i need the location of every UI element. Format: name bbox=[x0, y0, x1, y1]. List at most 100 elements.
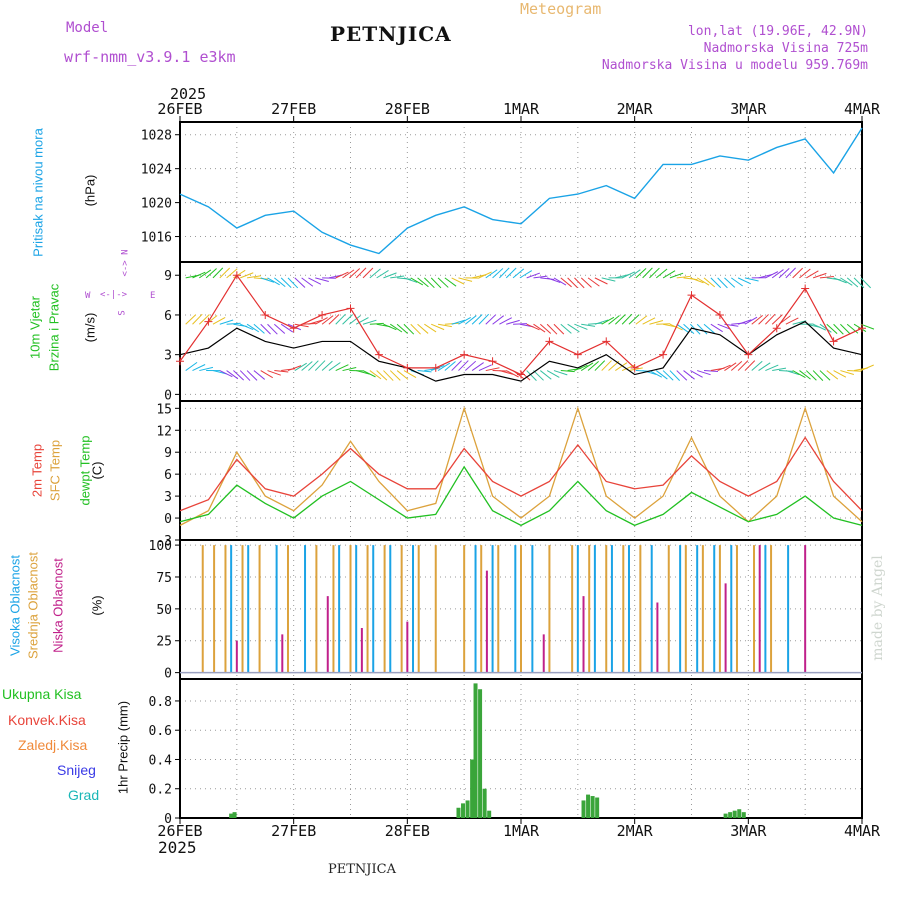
wind-arrow bbox=[574, 277, 585, 289]
wind-arrow bbox=[376, 270, 389, 279]
wind-arrow bbox=[792, 370, 806, 378]
wind-arrow bbox=[826, 370, 839, 380]
wind-arrow bbox=[280, 323, 294, 333]
wind-arrow bbox=[356, 370, 370, 375]
wind-arrow bbox=[526, 323, 540, 331]
wind-arrow bbox=[239, 370, 251, 381]
wind-arrow bbox=[751, 315, 763, 325]
wind-arrow bbox=[758, 314, 769, 325]
wind-arrow bbox=[321, 315, 334, 325]
wind-arrow bbox=[614, 314, 626, 325]
model-label: Model bbox=[66, 20, 109, 36]
wind-arrow bbox=[417, 323, 429, 334]
wind-arrow bbox=[260, 323, 271, 335]
y-tick-label: 0.4 bbox=[149, 753, 173, 768]
wind-arrow bbox=[546, 323, 558, 335]
wind-arrow bbox=[751, 360, 763, 371]
dewpt-temp-line bbox=[179, 465, 863, 527]
y-tick-label: 0 bbox=[164, 388, 172, 403]
wind-arrow bbox=[758, 273, 773, 279]
wind-gust-marker bbox=[431, 363, 440, 372]
wind-arrow bbox=[485, 269, 498, 279]
wind-arrow bbox=[226, 268, 238, 279]
wind-arrow bbox=[533, 275, 548, 279]
wind-arrow bbox=[437, 277, 449, 288]
wind-arrow bbox=[737, 360, 749, 371]
x-tick-label: 3MAR bbox=[730, 100, 767, 118]
wind-arrow bbox=[785, 317, 799, 325]
compass-rose: <-> N W <-|-> E S bbox=[80, 249, 160, 328]
2m-temp-line bbox=[179, 436, 863, 512]
wind-arrow bbox=[342, 314, 353, 325]
y-tick-label: 0.6 bbox=[149, 724, 172, 739]
wind-arrow bbox=[765, 313, 776, 325]
wind-arrow bbox=[655, 370, 668, 380]
precip-legend-hail: Grad bbox=[68, 787, 100, 803]
y-tick-label: 1020 bbox=[141, 197, 172, 212]
wind-arrow bbox=[819, 276, 834, 279]
wind-arrow bbox=[649, 320, 664, 325]
wind-arrow bbox=[676, 323, 689, 333]
wind-arrow bbox=[833, 370, 847, 378]
wind-arrow bbox=[840, 277, 853, 286]
y-tick-label: 6 bbox=[164, 468, 172, 483]
precip-bar bbox=[232, 812, 237, 818]
wind-arrow bbox=[833, 277, 847, 284]
wind-arrow bbox=[315, 277, 329, 282]
wind-arrow bbox=[805, 370, 817, 381]
altitude-label: Nadmorska Visina 725m bbox=[703, 41, 868, 56]
wind-arrow bbox=[437, 362, 451, 371]
wind-arrow bbox=[737, 277, 751, 285]
wind-arrow bbox=[355, 267, 367, 279]
wind-arrow bbox=[185, 361, 198, 371]
wind-arrow bbox=[662, 370, 674, 381]
y-tick-label: 6 bbox=[164, 309, 172, 324]
x-tick-label: 1MAR bbox=[503, 100, 540, 118]
wind-arrow bbox=[655, 268, 668, 279]
precip-bar bbox=[728, 812, 733, 818]
x-tick-label: 26FEB bbox=[157, 100, 202, 118]
wind-arrow bbox=[287, 323, 302, 331]
wind-arrow bbox=[635, 268, 647, 279]
wind-arrow bbox=[840, 370, 854, 375]
year-bottom: 2025 bbox=[158, 838, 197, 857]
wind-arrow bbox=[690, 370, 703, 378]
y-tick-label: 12 bbox=[156, 424, 172, 439]
wind-arrow bbox=[785, 370, 800, 376]
wind-gust-marker bbox=[602, 337, 611, 346]
wind-arrow bbox=[233, 370, 245, 381]
wind-arrow bbox=[192, 313, 203, 325]
wind-arrow bbox=[765, 364, 779, 372]
y-tick-label: 25 bbox=[156, 635, 172, 650]
wind-arrow bbox=[253, 370, 266, 380]
y-tick-label: 15 bbox=[156, 402, 172, 417]
wind-arrow bbox=[846, 323, 859, 334]
wind-arrow bbox=[621, 271, 635, 279]
wind-arrow bbox=[451, 360, 462, 371]
y-tick-label: 50 bbox=[156, 603, 172, 618]
wind-arrow bbox=[792, 320, 807, 325]
wind-arrow bbox=[396, 370, 409, 380]
wind-arrow bbox=[444, 361, 456, 371]
wind-arrow bbox=[260, 277, 275, 283]
wind-gust-marker bbox=[318, 310, 327, 319]
wind-arrow bbox=[308, 360, 319, 371]
wind-arrow bbox=[342, 269, 355, 279]
wind-arrow bbox=[212, 267, 224, 279]
y-tick-label: 0 bbox=[164, 512, 172, 527]
wind-arrow bbox=[267, 277, 280, 286]
wind-arrow bbox=[649, 267, 660, 279]
wind-arrow bbox=[778, 267, 790, 279]
wind-arrow bbox=[199, 366, 214, 372]
wind-arrow bbox=[403, 370, 417, 379]
wind-arrow bbox=[451, 277, 465, 285]
wind-arrow bbox=[205, 268, 217, 279]
precip-legend-snow: Snijeg bbox=[57, 762, 96, 778]
wind-arrow bbox=[478, 313, 490, 325]
wind-arrow bbox=[240, 272, 254, 279]
wind-arrow bbox=[505, 370, 519, 378]
wind-arrow bbox=[198, 314, 210, 325]
wind-arrow bbox=[362, 370, 376, 378]
x-tick-label: 28FEB bbox=[385, 100, 430, 118]
wind-gust-marker bbox=[374, 350, 383, 359]
